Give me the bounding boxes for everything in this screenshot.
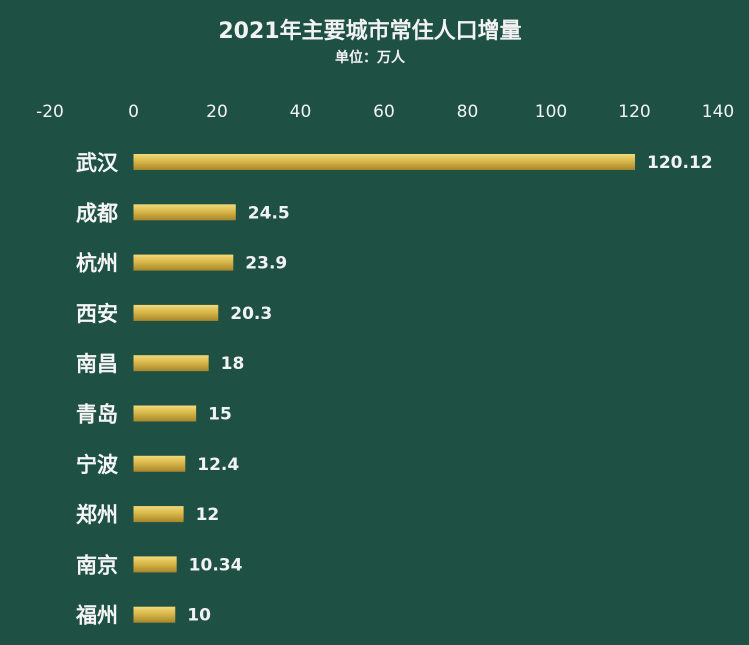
x-tick-label: 120: [618, 102, 650, 122]
bar: [133, 304, 219, 321]
data-label: 12: [196, 505, 220, 525]
x-tick-label: 40: [290, 102, 312, 122]
data-label: 23.9: [245, 254, 287, 274]
data-label: 10.34: [189, 555, 243, 575]
x-tick-label: -20: [36, 102, 64, 122]
category-label: 青岛: [76, 403, 118, 427]
bar: [133, 405, 197, 422]
x-tick-label: 20: [206, 102, 228, 122]
category-label: 西安: [76, 302, 118, 326]
x-tick-label: 60: [373, 102, 395, 122]
data-label: 10: [187, 606, 211, 626]
bars: [133, 154, 636, 623]
bar: [133, 254, 234, 271]
category-label: 福州: [75, 604, 118, 628]
bar: [133, 455, 186, 472]
bar: [133, 355, 209, 372]
x-tick-label: 0: [128, 102, 139, 122]
x-axis-ticks: -20 0 20 40 60 80 100 120 140: [36, 102, 734, 122]
bar: [133, 506, 184, 523]
category-label: 武汉: [76, 151, 119, 175]
data-label: 20.3: [230, 304, 272, 324]
x-tick-label: 80: [457, 102, 479, 122]
bar: [133, 556, 177, 573]
category-label: 郑州: [76, 503, 118, 527]
data-label: 12.4: [197, 455, 239, 475]
data-label: 24.5: [248, 203, 290, 223]
category-label: 南昌: [76, 352, 118, 376]
category-label: 杭州: [76, 252, 118, 276]
data-label: 18: [221, 354, 245, 374]
x-tick-label: 140: [702, 102, 734, 122]
chart-title: 2021年主要城市常住人口增量: [218, 18, 521, 44]
data-label: 15: [208, 405, 232, 425]
data-label: 120.12: [647, 153, 713, 173]
category-label: 南京: [76, 553, 118, 577]
bar: [133, 204, 236, 221]
bar: [133, 606, 176, 623]
chart-subtitle: 单位：万人: [335, 49, 406, 66]
category-label: 成都: [76, 201, 118, 225]
bar: [133, 154, 636, 170]
category-label: 宁波: [76, 453, 119, 477]
x-tick-label: 100: [535, 102, 567, 122]
data-labels: 120.12 24.5 23.9 20.3 18 15 12.4 12 10.34 10: [187, 153, 712, 626]
